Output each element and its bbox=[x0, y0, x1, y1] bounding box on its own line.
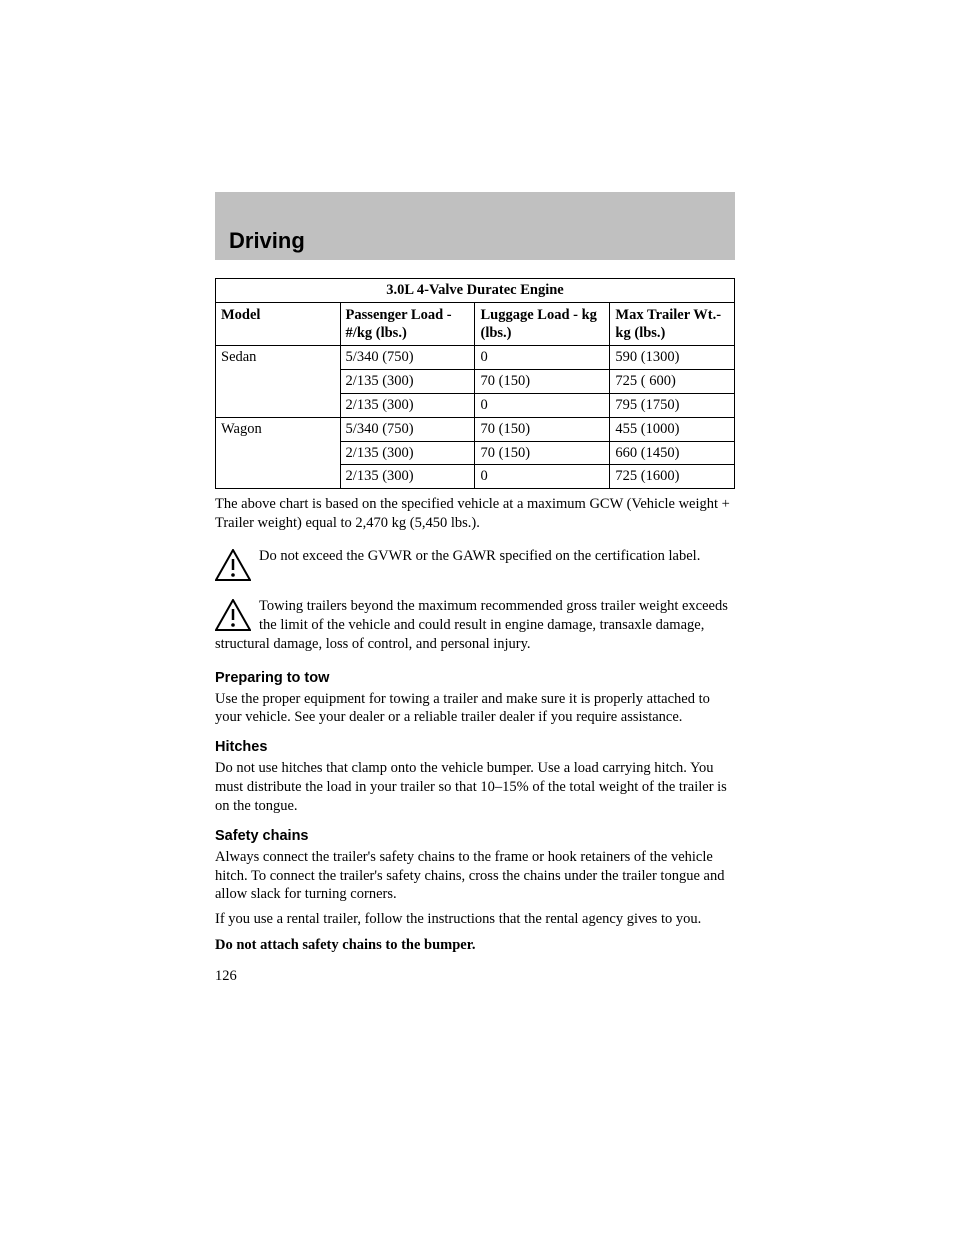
warning-text: Do not exceed the GVWR or the GAWR speci… bbox=[259, 548, 700, 564]
warning-icon bbox=[215, 549, 251, 581]
cell-passenger: 2/135 (300) bbox=[340, 441, 475, 465]
cell-passenger: 2/135 (300) bbox=[340, 465, 475, 489]
engine-spec-table: 3.0L 4-Valve Duratec Engine Model Passen… bbox=[215, 278, 735, 489]
cell-model: Wagon bbox=[216, 417, 341, 489]
col-passenger: Passenger Load - #/kg (lbs.) bbox=[340, 303, 475, 346]
cell-trailer: 455 (1000) bbox=[610, 417, 735, 441]
warning-icon bbox=[215, 599, 251, 631]
cell-model: Sedan bbox=[216, 346, 341, 418]
chart-footnote: The above chart is based on the specifie… bbox=[215, 495, 735, 533]
warning-towing: Towing trailers beyond the maximum recom… bbox=[215, 597, 735, 654]
section-header-band: Driving bbox=[215, 192, 735, 260]
cell-trailer: 725 (1600) bbox=[610, 465, 735, 489]
page-number: 126 bbox=[215, 968, 735, 985]
table-row: Wagon 5/340 (750) 70 (150) 455 (1000) bbox=[216, 417, 735, 441]
cell-trailer: 725 ( 600) bbox=[610, 370, 735, 394]
body-safety-1: Always connect the trailer's safety chai… bbox=[215, 848, 735, 905]
body-safety-2: If you use a rental trailer, follow the … bbox=[215, 910, 735, 929]
cell-trailer: 590 (1300) bbox=[610, 346, 735, 370]
col-trailer: Max Trailer Wt.- kg (lbs.) bbox=[610, 303, 735, 346]
warning-gvwr: Do not exceed the GVWR or the GAWR speci… bbox=[215, 547, 735, 581]
cell-trailer: 795 (1750) bbox=[610, 393, 735, 417]
cell-passenger: 2/135 (300) bbox=[340, 370, 475, 394]
cell-luggage: 70 (150) bbox=[475, 370, 610, 394]
cell-passenger: 2/135 (300) bbox=[340, 393, 475, 417]
col-luggage: Luggage Load - kg (lbs.) bbox=[475, 303, 610, 346]
cell-luggage: 0 bbox=[475, 465, 610, 489]
section-title: Driving bbox=[229, 228, 305, 254]
body-preparing: Use the proper equipment for towing a tr… bbox=[215, 690, 735, 728]
table-engine-title: 3.0L 4-Valve Duratec Engine bbox=[216, 279, 735, 303]
cell-luggage: 70 (150) bbox=[475, 417, 610, 441]
cell-trailer: 660 (1450) bbox=[610, 441, 735, 465]
cell-luggage: 70 (150) bbox=[475, 441, 610, 465]
col-model: Model bbox=[216, 303, 341, 346]
cell-luggage: 0 bbox=[475, 393, 610, 417]
body-hitches: Do not use hitches that clamp onto the v… bbox=[215, 759, 735, 816]
table-row: Sedan 5/340 (750) 0 590 (1300) bbox=[216, 346, 735, 370]
cell-passenger: 5/340 (750) bbox=[340, 346, 475, 370]
cell-luggage: 0 bbox=[475, 346, 610, 370]
heading-hitches: Hitches bbox=[215, 739, 735, 755]
heading-preparing: Preparing to tow bbox=[215, 670, 735, 686]
warning-text: Towing trailers beyond the maximum recom… bbox=[215, 598, 728, 652]
bold-safety-note: Do not attach safety chains to the bumpe… bbox=[215, 937, 735, 954]
heading-safety-chains: Safety chains bbox=[215, 828, 735, 844]
cell-passenger: 5/340 (750) bbox=[340, 417, 475, 441]
